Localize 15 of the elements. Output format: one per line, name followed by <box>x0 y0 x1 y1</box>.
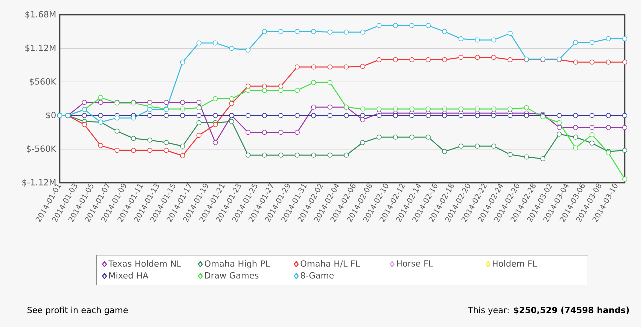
text: This year: $250,529 (74598 hands) <box>468 306 630 316</box>
y-tick-label: $560K <box>30 78 57 86</box>
legend-label: Omaha H/L FL <box>300 260 360 268</box>
y-tick-label: $-560K <box>27 146 57 154</box>
text: See profit in each game <box>28 306 128 316</box>
y-tick-label: $0 <box>46 112 56 120</box>
legend-label: Holdem FL <box>493 260 538 267</box>
legend-label: Omaha High PL <box>205 260 270 269</box>
legend-label: 8-Game <box>301 272 334 279</box>
legend-label: Mixed HA <box>109 272 149 279</box>
legend-label: Horse FL <box>397 260 434 267</box>
y-tick-label: $1.12M <box>26 44 56 52</box>
legend-label: Draw Games <box>205 272 259 279</box>
legend-label: Texas Holdem NL <box>108 260 182 267</box>
y-tick-label: $1.68M <box>26 11 56 19</box>
